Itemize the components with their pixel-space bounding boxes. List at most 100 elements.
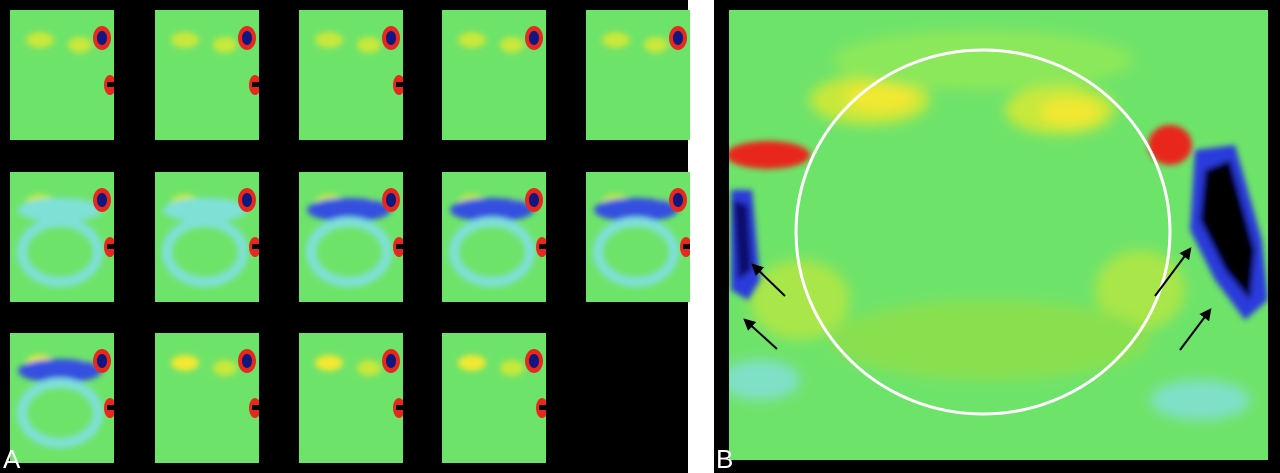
tile-part [586, 10, 690, 140]
tile-part [162, 217, 248, 287]
tile [586, 10, 690, 140]
tile-part [673, 31, 683, 45]
tile-part [18, 359, 102, 383]
tile-part [17, 355, 103, 448]
tile [10, 10, 114, 140]
tile-part [529, 354, 539, 368]
tile-part [593, 217, 679, 287]
tile-part [10, 10, 114, 140]
tile-part [162, 194, 248, 287]
panel-b-map [729, 10, 1268, 460]
tile-part [299, 333, 403, 463]
tile-part [252, 82, 259, 87]
tile-part [396, 244, 403, 249]
tile-part [458, 355, 524, 376]
tile-part [500, 37, 524, 53]
panel-label: B [716, 444, 733, 473]
tile-part [644, 37, 668, 53]
tile-part [17, 378, 103, 448]
tile-part [252, 405, 259, 410]
tile [299, 172, 403, 302]
tile-part [602, 32, 668, 53]
tile [442, 172, 546, 302]
tile [155, 333, 259, 463]
tile-part [17, 194, 103, 287]
tile-part [449, 194, 535, 287]
tile-part [171, 32, 237, 53]
tile-part [306, 217, 392, 287]
tile-part [155, 10, 259, 140]
tile-part [10, 172, 114, 302]
panel-label: A [3, 444, 21, 473]
tile-part [155, 172, 259, 302]
tile-part [673, 193, 683, 207]
tile-part [539, 244, 546, 249]
tile-part [450, 198, 534, 222]
tile-part [442, 172, 546, 302]
tile-part [386, 31, 396, 45]
tile-part [529, 31, 539, 45]
tile-part [17, 217, 103, 287]
tile-part [10, 333, 114, 463]
tile-part [171, 355, 199, 371]
tile-part [213, 37, 237, 53]
tile-part [396, 405, 403, 410]
tile-part [107, 405, 114, 410]
tile-part [396, 82, 403, 87]
tile-part [386, 354, 396, 368]
tile-part [458, 32, 486, 48]
tile-part [458, 32, 524, 53]
tile-part [458, 355, 486, 371]
tile-part [97, 193, 107, 207]
tile-part [155, 333, 259, 463]
tile-part [602, 32, 630, 48]
tile-part [357, 37, 381, 53]
tile-part [529, 193, 539, 207]
tile [10, 333, 114, 463]
tile-part [242, 354, 252, 368]
tile-part [107, 82, 114, 87]
tile-part [171, 355, 237, 376]
tile [442, 333, 546, 463]
tile [299, 10, 403, 140]
tile-part [307, 198, 391, 222]
tile-part [683, 244, 690, 249]
tile-part [594, 198, 678, 222]
tile-part [18, 198, 102, 222]
tile-part [539, 405, 546, 410]
tile [586, 172, 690, 302]
tile [299, 333, 403, 463]
tile-part [252, 244, 259, 249]
tile-part [586, 172, 690, 302]
tile-part [442, 10, 546, 140]
tile-part [442, 333, 546, 463]
panel-a-tiles [10, 10, 690, 463]
tile-part [26, 32, 92, 53]
tile-part [107, 244, 114, 249]
tile-part [97, 354, 107, 368]
tile [155, 10, 259, 140]
tile-part [213, 360, 237, 376]
tile-part [97, 31, 107, 45]
tile [10, 172, 114, 302]
tile-part [242, 31, 252, 45]
tile-part [386, 193, 396, 207]
tile-part [593, 194, 679, 287]
tile-part [449, 217, 535, 287]
tile-part [171, 32, 199, 48]
tile-part [299, 172, 403, 302]
tile-part [306, 194, 392, 287]
tile-part [315, 32, 343, 48]
tile-part [163, 198, 247, 222]
tile-part [242, 193, 252, 207]
tile-part [500, 360, 524, 376]
tile [155, 172, 259, 302]
tile-part [299, 10, 403, 140]
tile-part [68, 37, 92, 53]
tile-part [315, 355, 343, 371]
tile-part [26, 32, 54, 48]
tile-part [357, 360, 381, 376]
tile-part [315, 32, 381, 53]
tile [442, 10, 546, 140]
